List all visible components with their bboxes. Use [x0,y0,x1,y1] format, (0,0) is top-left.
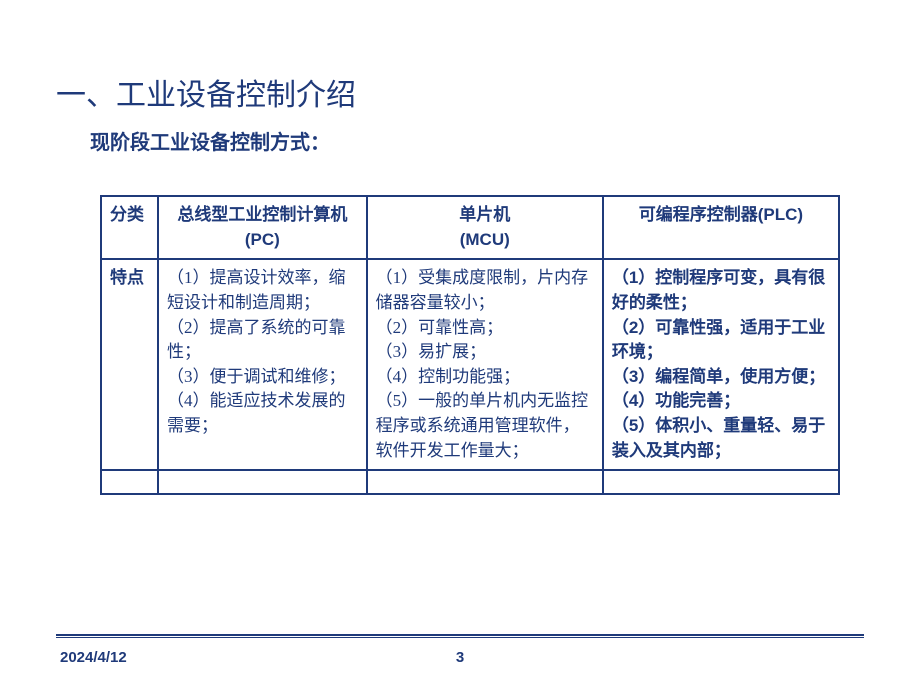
comparison-table-wrap: 分类 总线型工业控制计算机(PC) 单片机(MCU) 可编程序控制器(PLC) … [100,195,840,495]
cell-mcu: （1）受集成度限制，片内存储器容量较小；（2）可靠性高； （3）易扩展；（4）控… [367,259,603,470]
empty-cell [158,470,367,494]
header-category: 分类 [101,196,158,259]
row-label: 特点 [101,259,158,470]
empty-cell [367,470,603,494]
cell-plc: （1）控制程序可变，具有很好的柔性；（2）可靠性强，适用于工业环境；（3）编程简… [603,259,839,470]
table-header-row: 分类 总线型工业控制计算机(PC) 单片机(MCU) 可编程序控制器(PLC) [101,196,839,259]
slide: 一、工业设备控制介绍 现阶段工业设备控制方式： 分类 总线型工业控制计算机(PC… [0,0,920,690]
empty-cell [603,470,839,494]
subtitle: 现阶段工业设备控制方式： [90,126,920,155]
empty-cell [101,470,158,494]
header-mcu: 单片机(MCU) [367,196,603,259]
page-title: 一、工业设备控制介绍 [56,70,920,114]
cell-pc: （1）提高设计效率，缩短设计和制造周期；（2）提高了系统的可靠性；（3）便于调试… [158,259,367,470]
comparison-table: 分类 总线型工业控制计算机(PC) 单片机(MCU) 可编程序控制器(PLC) … [100,195,840,495]
footer-rule [56,634,864,638]
table-body-row: 特点 （1）提高设计效率，缩短设计和制造周期；（2）提高了系统的可靠性；（3）便… [101,259,839,470]
table-empty-row [101,470,839,494]
header-pc: 总线型工业控制计算机(PC) [158,196,367,259]
footer-page-number: 3 [456,649,464,666]
footer-date: 2024/4/12 [60,649,127,666]
header-plc: 可编程序控制器(PLC) [603,196,839,259]
footer: 2024/4/12 3 [0,634,920,664]
